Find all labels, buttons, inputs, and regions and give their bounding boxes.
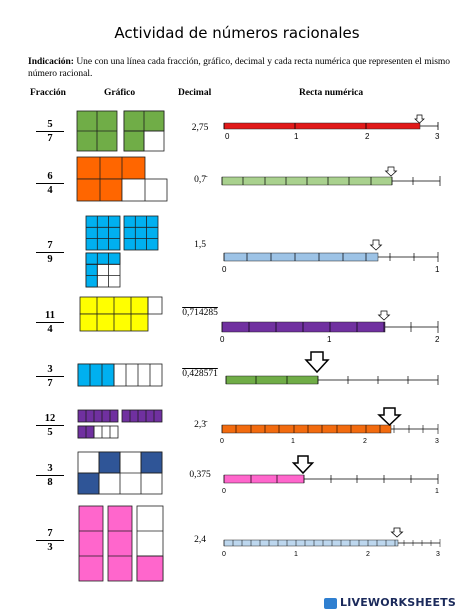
instructions: Indicación: Une con una línea cada fracc… xyxy=(28,56,458,80)
number-line-6[interactable]: 0 1 2 3 xyxy=(220,407,439,445)
tick-label: 2 xyxy=(363,438,367,445)
header-fraction: Fracción xyxy=(30,88,66,98)
fraction-numerator: 11 xyxy=(36,310,64,323)
footer-brand[interactable]: LIVEWORKSHEETS xyxy=(324,596,474,611)
fraction-numerator: 3 xyxy=(36,463,64,476)
fraction-denominator: 9 xyxy=(47,254,53,265)
tick-label: 2 xyxy=(435,335,440,344)
instructions-text: Une con una línea cada fracción, gráfico… xyxy=(28,57,451,79)
fraction-numerator: 3 xyxy=(36,364,64,377)
graphic-3[interactable] xyxy=(85,215,159,288)
fraction-denominator: 7 xyxy=(47,378,53,389)
tick-label: 3 xyxy=(435,132,440,141)
footer-brand-text: LIVEWORKSHEETS xyxy=(340,596,456,609)
number-line-5[interactable] xyxy=(225,351,439,385)
number-line-3[interactable]: 0 1 xyxy=(222,239,440,274)
fraction-numerator: 12 xyxy=(36,413,64,426)
graphic-1[interactable] xyxy=(76,110,165,152)
number-line-1[interactable]: 0 1 2 3 xyxy=(223,114,440,141)
decimal-4[interactable]: 0,714285 xyxy=(182,308,218,318)
tick-label: 0 xyxy=(222,551,226,558)
fraction-numerator: 7 xyxy=(36,240,64,253)
tick-label: 1 xyxy=(327,335,332,344)
tick-label: 2 xyxy=(366,551,370,558)
decimal-2[interactable]: 0,7̄ xyxy=(194,175,206,185)
fraction-denominator: 8 xyxy=(47,477,53,488)
decimal-5[interactable]: 0,428571 xyxy=(182,369,218,379)
page-title: Actividad de números racionales xyxy=(114,24,360,42)
tick-label: 3 xyxy=(435,438,439,445)
tick-label: 1 xyxy=(294,551,298,558)
tick-label: 0 xyxy=(222,265,227,274)
fraction-denominator: 4 xyxy=(47,185,53,196)
fraction-denominator: 5 xyxy=(47,427,53,438)
liveworksheets-logo-icon xyxy=(324,597,337,609)
decimal-6[interactable]: 2,3̄ xyxy=(194,420,206,430)
fraction-denominator: 3 xyxy=(47,542,53,553)
tick-label: 3 xyxy=(436,551,440,558)
graphic-2[interactable] xyxy=(76,156,168,202)
header-graphic: Gráfico xyxy=(104,88,136,98)
graphic-8[interactable] xyxy=(78,505,164,582)
decimal-8[interactable]: 2,4 xyxy=(194,535,206,545)
fraction-denominator: 4 xyxy=(47,324,53,335)
number-line-8[interactable]: 0 1 2 3 xyxy=(222,527,441,558)
tick-label: 2 xyxy=(365,132,370,141)
graphic-6[interactable] xyxy=(77,409,163,439)
header-number-line: Recta numérica xyxy=(299,88,364,98)
tick-label: 0 xyxy=(220,438,224,445)
fraction-numerator: 7 xyxy=(36,528,64,541)
fraction-numerator: 5 xyxy=(36,119,64,132)
decimal-3[interactable]: 1,5 xyxy=(194,240,206,250)
number-line-4[interactable]: 0 1 2 xyxy=(220,310,440,344)
tick-label: 0 xyxy=(222,488,226,495)
tick-label: 1 xyxy=(435,265,440,274)
decimal-1[interactable]: 2,75 xyxy=(191,123,209,133)
tick-label: 1 xyxy=(291,438,295,445)
tick-label: 1 xyxy=(435,488,439,495)
header-decimal: Decimal xyxy=(178,88,212,98)
decimal-7[interactable]: 0,375 xyxy=(189,470,211,480)
tick-label: 0 xyxy=(220,335,225,344)
fraction-denominator: 7 xyxy=(47,133,53,144)
graphic-4[interactable] xyxy=(79,296,163,332)
fraction-4[interactable]: 11 4 xyxy=(36,310,64,335)
instructions-label: Indicación: xyxy=(28,57,74,67)
fraction-numerator: 6 xyxy=(36,171,64,184)
tick-label: 0 xyxy=(225,132,230,141)
graphic-5[interactable] xyxy=(77,363,163,387)
number-line-7[interactable]: 0 1 xyxy=(222,455,439,495)
graphic-7[interactable] xyxy=(77,451,163,495)
fraction-6[interactable]: 12 5 xyxy=(36,413,64,438)
tick-label: 1 xyxy=(294,132,299,141)
number-line-2[interactable] xyxy=(221,166,441,186)
